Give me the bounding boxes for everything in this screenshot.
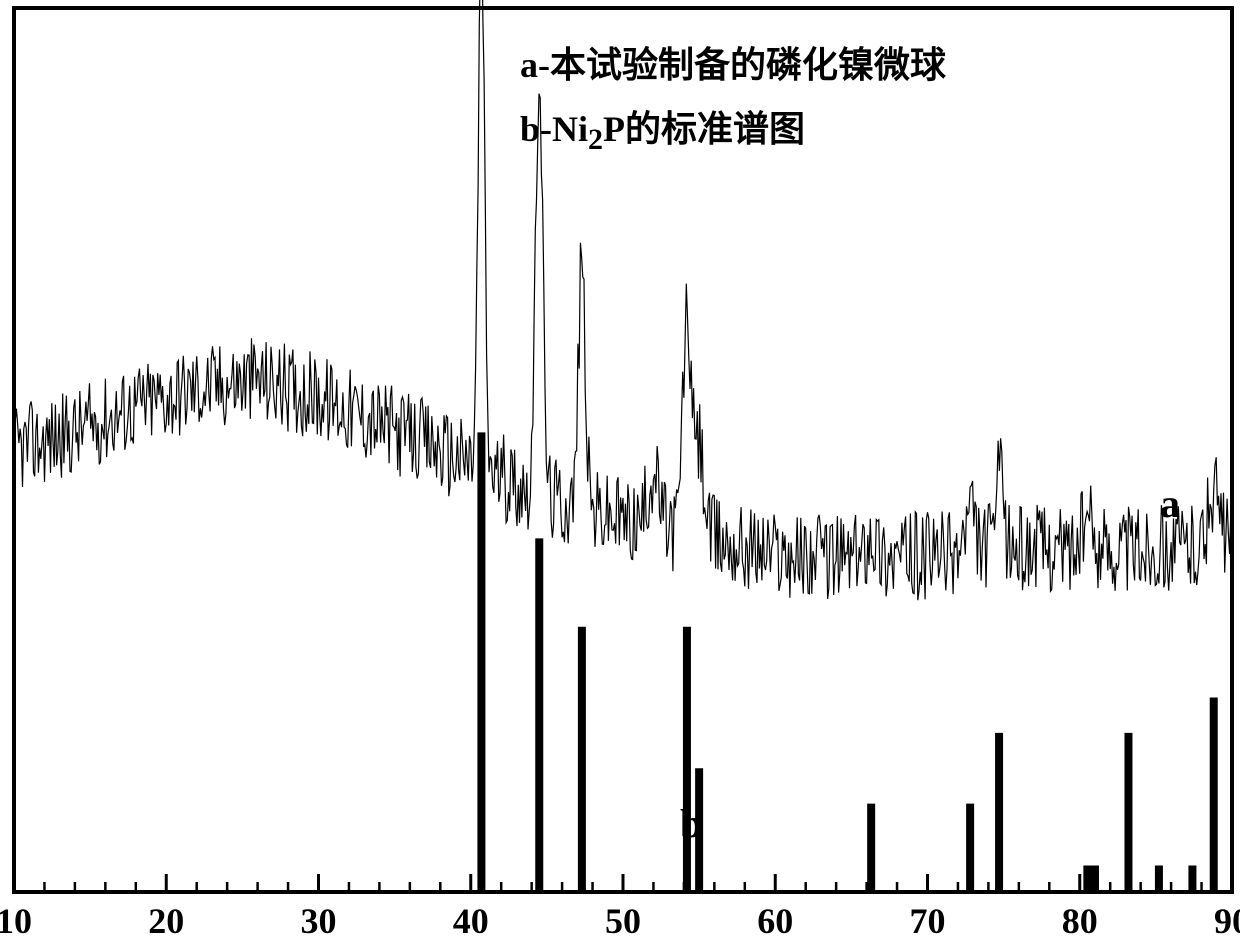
legend-line-b: b-Ni2P的标准谱图 xyxy=(520,100,805,157)
xrd-chart: a-本试验制备的磷化镍微球 b-Ni2P的标准谱图 a b 10 20 30 40 50… xyxy=(0,0,1240,948)
x-tick-label: 90 xyxy=(1214,900,1240,942)
series-label-a: a xyxy=(1160,480,1180,527)
x-tick-label: 50 xyxy=(605,900,641,942)
x-tick-label: 40 xyxy=(453,900,489,942)
x-tick-label: 10 xyxy=(0,900,32,942)
x-tick-label: 30 xyxy=(301,900,337,942)
series-label-b: b xyxy=(680,800,702,847)
x-tick-label: 70 xyxy=(910,900,946,942)
x-tick-label: 20 xyxy=(148,900,184,942)
legend-line-a: a-本试验制备的磷化镍微球 xyxy=(520,36,946,88)
x-tick-label: 60 xyxy=(757,900,793,942)
x-tick-label: 80 xyxy=(1062,900,1098,942)
